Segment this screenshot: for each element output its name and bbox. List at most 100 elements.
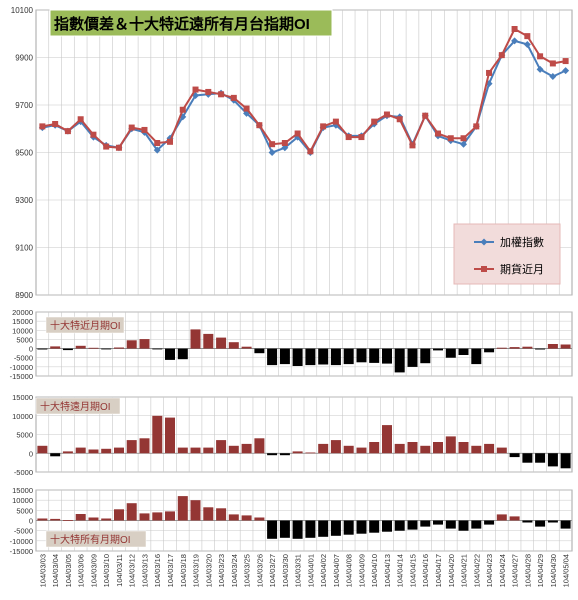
y-tick-label: 9100 xyxy=(15,244,33,253)
bar xyxy=(75,345,86,349)
bar xyxy=(292,451,303,454)
x-tick-label: 104/04/13 xyxy=(383,554,392,587)
x-tick-label: 104/04/22 xyxy=(472,554,481,587)
x-tick-label: 104/04/01 xyxy=(306,554,315,587)
x-tick-label: 104/04/24 xyxy=(498,554,507,587)
x-tick-label: 104/03/24 xyxy=(230,554,239,587)
bar xyxy=(88,347,99,349)
y-tick-label: 10000 xyxy=(12,412,33,421)
chart-title: 指數價差＆十大特近遠所有月台指期OI xyxy=(54,15,310,33)
data-point-futures xyxy=(422,112,429,119)
bar xyxy=(560,344,571,349)
x-tick-label: 104/04/02 xyxy=(319,554,328,587)
bar xyxy=(522,453,533,463)
bar xyxy=(471,445,482,454)
data-point-futures xyxy=(256,122,263,129)
bar xyxy=(216,440,227,454)
panel-label-box xyxy=(45,530,147,548)
bar xyxy=(496,447,507,454)
bar xyxy=(190,500,201,521)
data-point-futures xyxy=(205,88,212,95)
bar xyxy=(126,440,137,454)
x-tick-label: 104/03/23 xyxy=(217,554,226,587)
bar xyxy=(535,453,546,463)
bar xyxy=(369,520,380,533)
x-tick-label: 104/03/27 xyxy=(268,554,277,587)
x-tick-label: 104/03/20 xyxy=(204,554,213,587)
y-tick-label: 20000 xyxy=(12,308,33,317)
bar xyxy=(126,340,137,349)
bar xyxy=(560,453,571,469)
series-line-futures xyxy=(42,27,566,154)
bar xyxy=(139,513,150,521)
data-point-index xyxy=(460,140,468,148)
bar xyxy=(330,348,341,366)
y-tick-label: 10000 xyxy=(12,496,33,505)
x-tick-label: 104/03/10 xyxy=(102,554,111,587)
bar xyxy=(382,425,392,454)
bar xyxy=(177,496,188,521)
bar xyxy=(305,452,316,454)
x-tick-label: 104/04/30 xyxy=(549,554,558,587)
bar xyxy=(420,445,431,454)
bar xyxy=(139,339,150,349)
data-point-futures xyxy=(294,130,301,137)
data-point-index xyxy=(549,73,557,80)
bar xyxy=(254,438,265,454)
y-tick-label: 10100 xyxy=(11,6,34,15)
data-point-futures xyxy=(345,134,352,141)
bar xyxy=(50,518,61,521)
data-point-futures xyxy=(435,130,441,137)
bar xyxy=(471,520,482,529)
data-point-futures xyxy=(371,118,378,125)
bar xyxy=(433,520,443,525)
bar xyxy=(458,442,469,454)
x-tick-label: 104/03/03 xyxy=(38,554,47,587)
bar xyxy=(101,348,112,350)
bar xyxy=(177,348,188,360)
bar xyxy=(356,447,367,454)
x-tick-label: 104/04/21 xyxy=(460,554,469,587)
x-tick-label: 104/03/12 xyxy=(128,554,137,587)
x-tick-label: 104/04/10 xyxy=(370,554,379,587)
bar xyxy=(522,346,533,349)
bar xyxy=(445,348,456,358)
bar xyxy=(267,348,278,366)
data-point-futures xyxy=(549,60,556,67)
x-tick-label: 104/04/20 xyxy=(447,554,456,587)
bar xyxy=(305,520,316,538)
bar xyxy=(114,347,124,349)
bar xyxy=(152,415,163,454)
bar xyxy=(37,445,48,454)
data-point-futures xyxy=(179,106,186,113)
y-tick-label: -5000 xyxy=(14,468,33,477)
bar xyxy=(267,453,278,456)
bar xyxy=(37,518,48,521)
data-point-index xyxy=(562,67,570,75)
data-point-futures xyxy=(332,118,339,125)
x-tick-label: 104/04/23 xyxy=(485,554,494,587)
bar xyxy=(190,447,201,454)
bar xyxy=(471,348,482,365)
bar xyxy=(62,348,73,351)
data-point-index xyxy=(536,65,544,73)
bar xyxy=(382,520,392,532)
bar xyxy=(547,453,558,467)
y-tick-label: -10000 xyxy=(10,363,33,372)
bar xyxy=(318,520,329,537)
bar xyxy=(445,436,456,454)
data-point-index xyxy=(153,146,161,154)
x-tick-label: 104/03/25 xyxy=(243,554,252,587)
bar xyxy=(484,443,495,454)
data-point-futures xyxy=(52,121,59,127)
bar xyxy=(177,447,188,454)
y-tick-label: 8900 xyxy=(15,291,33,300)
y-tick-label: 15000 xyxy=(12,317,33,326)
legend-label: 期貨近月 xyxy=(500,262,544,276)
bar xyxy=(241,443,252,454)
bar xyxy=(203,447,214,454)
bar xyxy=(292,348,303,366)
y-tick-label: 0 xyxy=(29,517,33,526)
x-tick-label: 104/03/09 xyxy=(89,554,98,587)
bar xyxy=(560,520,571,529)
